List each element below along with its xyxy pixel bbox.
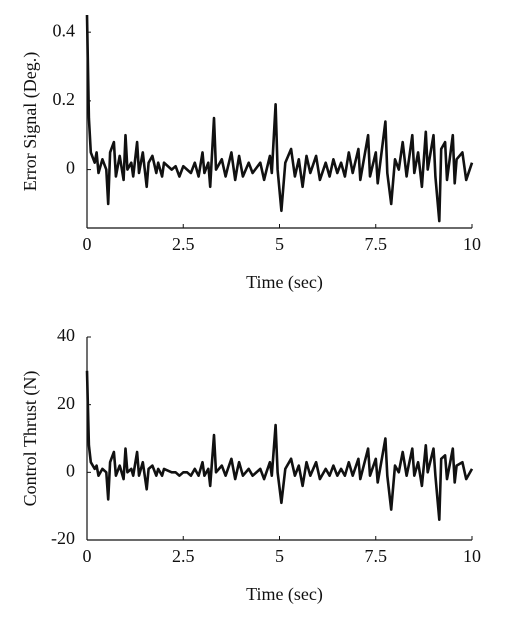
x-axis-label: Time (sec) bbox=[246, 584, 323, 605]
y-tick-label: -20 bbox=[51, 528, 75, 548]
line-series bbox=[85, 14, 474, 223]
y-tick-label: 0.2 bbox=[53, 89, 76, 109]
y-tick-label: 0.4 bbox=[53, 20, 76, 40]
y-tick-label: 40 bbox=[57, 325, 75, 345]
x-tick-label: 7.5 bbox=[365, 546, 388, 566]
x-axis-label: Time (sec) bbox=[246, 272, 323, 293]
y-tick-label: 20 bbox=[57, 393, 75, 413]
y-axis-label: Control Thrust (N) bbox=[20, 371, 41, 507]
y-tick-label: 0 bbox=[66, 460, 75, 480]
x-tick-label: 5 bbox=[275, 234, 284, 254]
x-tick-label: 2.5 bbox=[172, 546, 195, 566]
x-tick-label: 10 bbox=[463, 234, 481, 254]
y-axis-label: Error Signal (Deg.) bbox=[20, 52, 41, 191]
x-tick-label: 7.5 bbox=[365, 234, 388, 254]
x-tick-label: 5 bbox=[275, 546, 284, 566]
x-tick-label: 2.5 bbox=[172, 234, 195, 254]
x-tick-label: 0 bbox=[83, 546, 92, 566]
line-series bbox=[85, 370, 474, 521]
x-tick-label: 0 bbox=[83, 234, 92, 254]
x-tick-label: 10 bbox=[463, 546, 481, 566]
y-tick-label: 0 bbox=[66, 158, 75, 178]
